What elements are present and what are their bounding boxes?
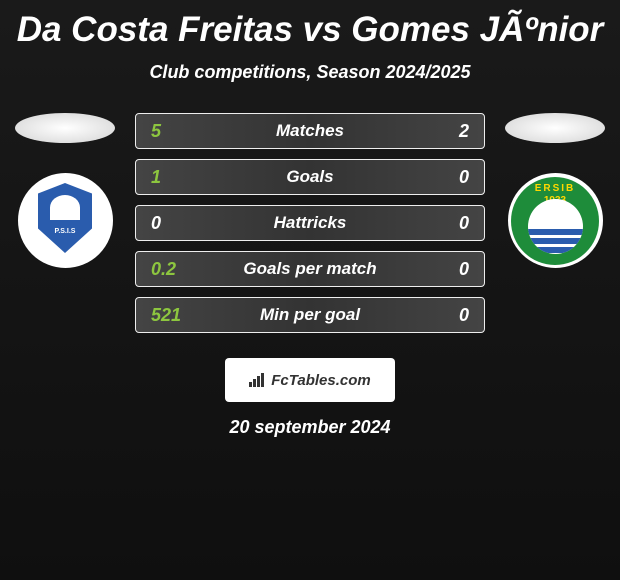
logo-label: FcTables.com [271, 372, 370, 389]
stat-right-value: 0 [429, 167, 469, 188]
stat-row-matches: 5 Matches 2 [135, 113, 485, 149]
main-container: Da Costa Freitas vs Gomes JÃºnior Club c… [0, 0, 620, 448]
stat-label: Matches [191, 121, 429, 141]
stat-left-value: 0.2 [151, 259, 191, 280]
stat-label: Min per goal [191, 305, 429, 325]
badge-left-label: P.S.I.S [55, 228, 76, 235]
wave-icon [528, 247, 583, 253]
team-badge-right: ERSIB 1933 [508, 173, 603, 268]
stat-label: Goals per match [191, 259, 429, 279]
team-badge-left: P.S.I.S [18, 173, 113, 268]
stat-label: Goals [191, 167, 429, 187]
badge-left-inner: P.S.I.S [30, 183, 100, 258]
logo-box: FcTables.com [225, 358, 395, 402]
badge-right-outer: ERSIB 1933 [511, 177, 599, 265]
page-title: Da Costa Freitas vs Gomes JÃºnior [0, 10, 620, 50]
player-column-left: P.S.I.S [10, 113, 120, 268]
player-photo-right [505, 113, 605, 143]
stat-left-value: 1 [151, 167, 191, 188]
stat-row-min-per-goal: 521 Min per goal 0 [135, 297, 485, 333]
stat-left-value: 521 [151, 305, 191, 326]
logo-content: FcTables.com [249, 372, 370, 389]
stat-right-value: 0 [429, 213, 469, 234]
stat-left-value: 5 [151, 121, 191, 142]
stat-right-value: 2 [429, 121, 469, 142]
stat-left-value: 0 [151, 213, 191, 234]
chart-icon [249, 373, 267, 387]
stat-row-hattricks: 0 Hattricks 0 [135, 205, 485, 241]
stat-right-value: 0 [429, 305, 469, 326]
page-subtitle: Club competitions, Season 2024/2025 [0, 62, 620, 83]
player-photo-left [15, 113, 115, 143]
badge-right-inner [528, 199, 583, 254]
stat-row-goals: 1 Goals 0 [135, 159, 485, 195]
wave-icon [528, 238, 583, 244]
stat-row-goals-per-match: 0.2 Goals per match 0 [135, 251, 485, 287]
content-area: P.S.I.S 5 Matches 2 1 Goals 0 0 Hattrick… [0, 113, 620, 343]
badge-shield-icon: P.S.I.S [35, 183, 95, 253]
stats-column: 5 Matches 2 1 Goals 0 0 Hattricks 0 0.2 … [120, 113, 500, 343]
player-column-right: ERSIB 1933 [500, 113, 610, 268]
wave-icon [528, 229, 583, 235]
stat-right-value: 0 [429, 259, 469, 280]
badge-right-label: ERSIB [535, 183, 576, 194]
date-text: 20 september 2024 [0, 417, 620, 438]
stat-label: Hattricks [191, 213, 429, 233]
